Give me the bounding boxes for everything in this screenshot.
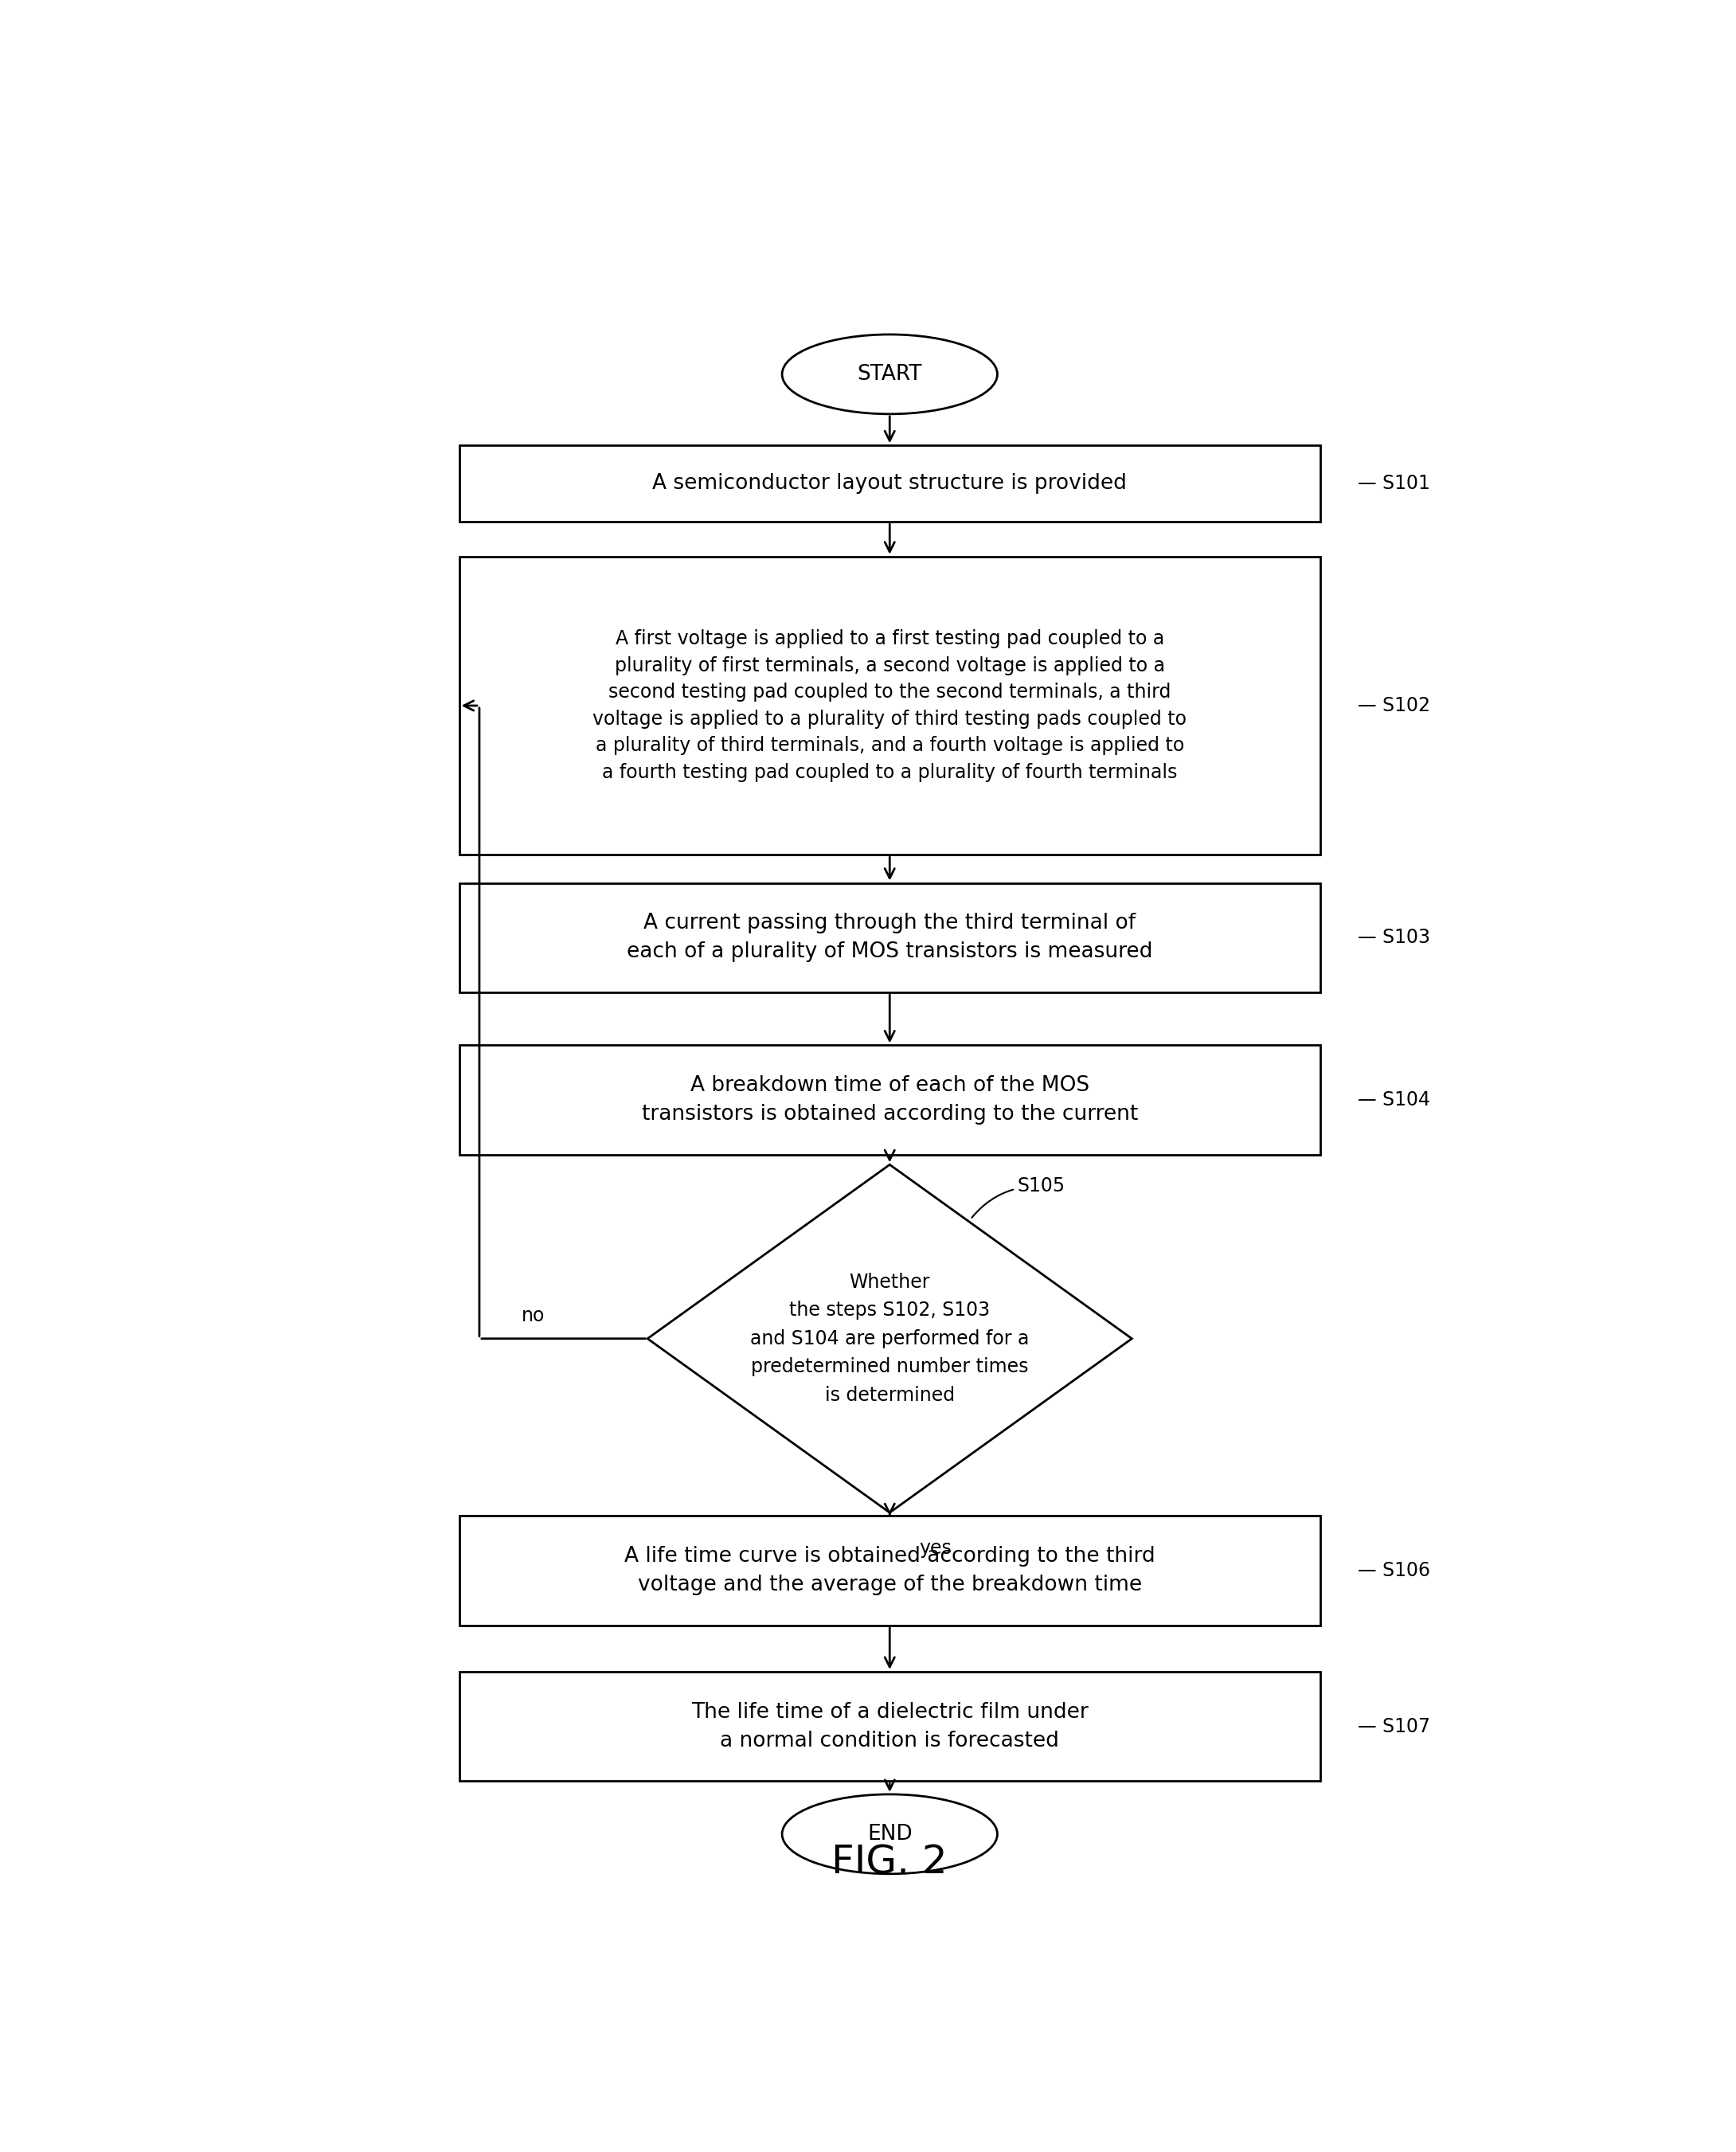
Text: A semiconductor layout structure is provided: A semiconductor layout structure is prov…	[653, 473, 1127, 495]
Text: — S103: — S103	[1358, 928, 1430, 947]
Bar	[458, 882, 1321, 992]
Text: — S106: — S106	[1358, 1560, 1430, 1580]
Polygon shape	[648, 1164, 1132, 1513]
Text: yes: yes	[920, 1539, 951, 1558]
Text: — S107: — S107	[1358, 1717, 1430, 1737]
Text: A current passing through the third terminal of
each of a plurality of MOS trans: A current passing through the third term…	[627, 912, 1153, 962]
Bar	[458, 1672, 1321, 1782]
Bar	[458, 1515, 1321, 1625]
Bar	[458, 557, 1321, 854]
Text: — S102: — S102	[1358, 695, 1430, 714]
Text: Whether
the steps S102, S103
and S104 are performed for a
predetermined number t: Whether the steps S102, S103 and S104 ar…	[750, 1272, 1029, 1405]
Text: — S104: — S104	[1358, 1091, 1430, 1110]
Text: A breakdown time of each of the MOS
transistors is obtained according to the cur: A breakdown time of each of the MOS tran…	[642, 1076, 1137, 1125]
Ellipse shape	[783, 334, 998, 413]
Text: START: START	[858, 364, 922, 385]
Text: — S101: — S101	[1358, 473, 1430, 493]
Ellipse shape	[783, 1795, 998, 1874]
Bar	[458, 1046, 1321, 1156]
Text: S105: S105	[972, 1177, 1066, 1218]
Text: END: END	[868, 1823, 911, 1844]
Text: A life time curve is obtained according to the third
voltage and the average of : A life time curve is obtained according …	[625, 1545, 1154, 1595]
Text: The life time of a dielectric film under
a normal condition is forecasted: The life time of a dielectric film under…	[691, 1702, 1088, 1752]
Bar	[458, 445, 1321, 521]
Text: A first voltage is applied to a first testing pad coupled to a
plurality of firs: A first voltage is applied to a first te…	[592, 628, 1187, 781]
Text: no: no	[521, 1306, 545, 1326]
Text: FIG. 2: FIG. 2	[832, 1842, 948, 1881]
